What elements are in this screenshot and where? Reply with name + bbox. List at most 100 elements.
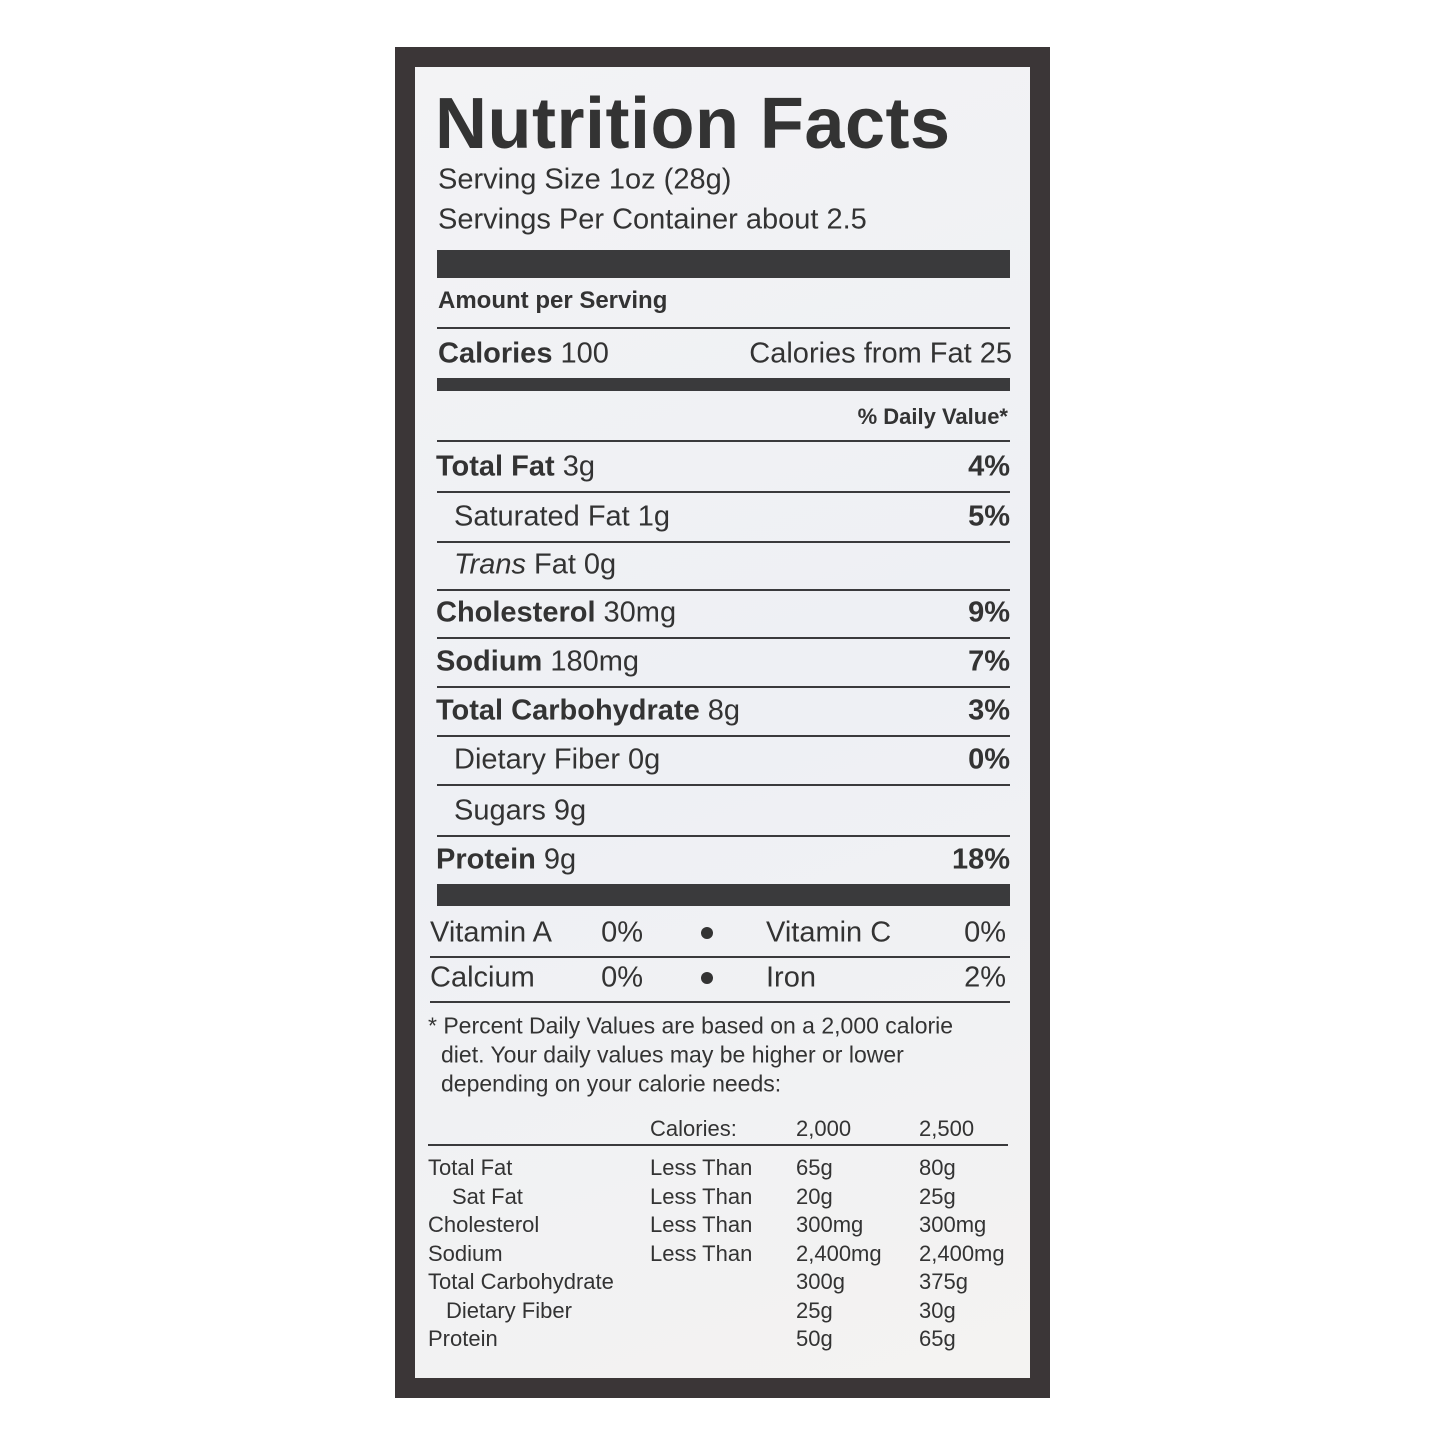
table-cell: Dietary Fiber	[446, 1297, 572, 1323]
vitamin-name: Calcium	[430, 961, 535, 994]
table-cell: Sodium	[428, 1240, 503, 1266]
footnote-line: * Percent Daily Values are based on a 2,…	[428, 1012, 954, 1039]
nutrient-amount: 1g	[637, 500, 670, 533]
table-cell: 25g	[919, 1183, 956, 1209]
table-cell: 50g	[796, 1326, 833, 1351]
nutrient-dv: 18%	[951, 843, 1010, 876]
vitamin-name: Iron	[766, 961, 816, 994]
rule	[437, 589, 1010, 591]
nutrient-row: Total Fat 3g	[436, 450, 595, 483]
table-cell: 30g	[919, 1297, 956, 1323]
table-cell: 300mg	[796, 1212, 864, 1237]
nutrient-row: Total Carbohydrate 8g	[436, 694, 740, 727]
rule	[430, 956, 1010, 958]
calories-value: 100	[560, 337, 609, 370]
nutrient-amount: 8g	[707, 694, 740, 727]
footnote-line: diet. Your daily values may be higher or…	[441, 1041, 904, 1068]
table-cell: 80g	[919, 1155, 956, 1180]
bullet	[701, 972, 713, 984]
nutrient-dv: 0%	[968, 743, 1010, 776]
nutrient-name-italic: Trans	[454, 548, 526, 581]
bullet	[701, 927, 713, 939]
label-panel	[415, 67, 1030, 1378]
footnote-line: depending on your calorie needs:	[441, 1070, 782, 1097]
table-cell: Total Carbohydrate	[428, 1269, 614, 1294]
nutrient-row: Sugars 9g	[454, 794, 587, 827]
nutrient-amount: 0g	[583, 548, 617, 581]
amount-per-serving: Amount per Serving	[438, 287, 668, 314]
rule	[437, 378, 1010, 391]
nutrient-row: Cholesterol 30mg	[436, 596, 677, 629]
rule	[437, 491, 1010, 493]
table-cell: 65g	[919, 1326, 956, 1351]
vitamin-name: Vitamin C	[766, 916, 892, 949]
vitamin-value: 0%	[964, 916, 1006, 949]
table-cell: 375g	[919, 1269, 968, 1294]
nutrient-name: Saturated Fat	[454, 500, 630, 533]
table-header: Calories:	[650, 1116, 737, 1141]
nutrient-amount: 3g	[562, 450, 595, 483]
table-cell: 2,400mg	[796, 1240, 882, 1266]
nutrient-name: Total Fat	[436, 450, 555, 483]
vitamin-value: 0%	[601, 961, 643, 994]
table-cell: 25g	[796, 1297, 833, 1323]
nutrient-amount: 30mg	[603, 596, 677, 629]
table-cell: 300g	[796, 1269, 845, 1294]
calories-from-fat: Calories from Fat 25	[749, 337, 1012, 370]
nutrient-amount: 9g	[543, 843, 577, 876]
nutrient-amount: 0g	[628, 743, 661, 776]
nutrient-amount: 9g	[553, 794, 587, 827]
nutrient-name: Fat	[533, 548, 576, 581]
table-cell: 300mg	[919, 1212, 987, 1237]
vitamin-value: 2%	[964, 961, 1006, 994]
nutrient-amount: 180mg	[550, 645, 640, 678]
servings-per-container: Servings Per Container about 2.5	[438, 203, 867, 236]
nutrient-dv: 4%	[968, 450, 1010, 483]
table-cell: Less Than	[650, 1212, 753, 1237]
rule	[437, 735, 1010, 737]
daily-value-header: % Daily Value*	[857, 404, 1008, 429]
rule	[437, 327, 1010, 329]
nutrient-row: Dietary Fiber 0g	[454, 743, 661, 776]
rule	[428, 1144, 1008, 1146]
nutrient-name: Cholesterol	[436, 596, 596, 629]
serving-size: Serving Size 1oz (28g)	[438, 163, 732, 196]
table-header: 2,000	[796, 1116, 852, 1141]
table-cell: Protein	[428, 1326, 498, 1351]
nutrient-name: Sodium	[436, 645, 543, 678]
table-cell: Cholesterol	[428, 1212, 540, 1237]
nutrient-name: Dietary Fiber	[454, 743, 620, 776]
nutrient-row: Sodium 180mg	[436, 645, 640, 678]
calories-row: Calories 100	[438, 337, 609, 370]
table-cell: Less Than	[650, 1183, 753, 1209]
table-cell: 2,400mg	[919, 1240, 1005, 1266]
table-cell: Less Than	[650, 1155, 753, 1180]
table-cell: Total Fat	[428, 1155, 513, 1180]
nutrient-name: Total Carbohydrate	[436, 694, 700, 727]
table-cell: Sat Fat	[452, 1183, 523, 1209]
rule	[437, 686, 1010, 688]
nutrient-name: Protein	[436, 843, 536, 876]
nutrient-name: Sugars	[454, 794, 546, 827]
nutrient-row: Trans Fat 0g	[454, 548, 617, 581]
vitamin-name: Vitamin A	[430, 916, 552, 949]
nutrient-dv: 7%	[968, 645, 1010, 678]
rule	[437, 835, 1010, 837]
calories-label: Calories	[438, 337, 553, 370]
table-cell: 65g	[796, 1155, 833, 1180]
nutrient-row: Saturated Fat 1g	[454, 500, 670, 533]
rule	[430, 1001, 1010, 1003]
table-cell: Less Than	[650, 1240, 753, 1266]
rule	[437, 541, 1010, 543]
title: Nutrition Facts	[435, 84, 951, 164]
rule	[437, 250, 1010, 278]
nutrient-dv: 3%	[968, 694, 1010, 727]
nutrient-dv: 9%	[968, 596, 1010, 629]
nutrient-dv: 5%	[968, 500, 1010, 533]
rule	[437, 440, 1010, 442]
nutrient-row: Protein 9g	[436, 843, 577, 876]
rule	[437, 784, 1010, 786]
table-header: 2,500	[919, 1116, 975, 1141]
rule	[437, 884, 1010, 906]
